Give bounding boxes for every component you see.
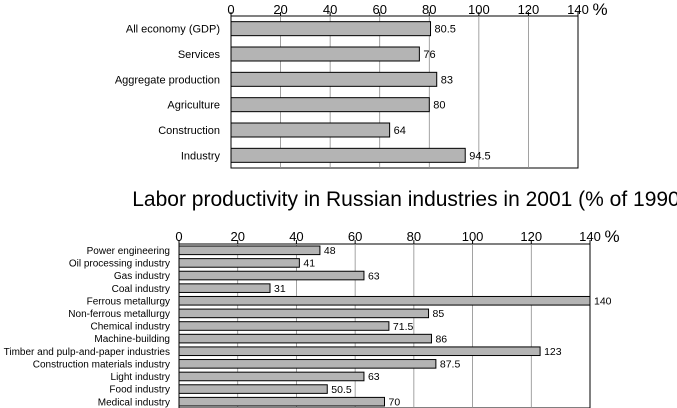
data-label: 41	[303, 258, 315, 270]
category-label: Medical industry	[98, 397, 170, 408]
category-label: Gas industry	[114, 271, 170, 282]
category-label: Aggregate production	[115, 74, 220, 86]
data-label: 64	[394, 125, 406, 137]
tick-label: 20	[230, 229, 244, 244]
data-label: 50.5	[331, 384, 352, 396]
category-label: Services	[178, 49, 221, 61]
plot-frame	[230, 15, 579, 169]
data-label: 83	[441, 74, 453, 86]
bar	[178, 321, 390, 331]
tick-label: 40	[289, 229, 303, 244]
category-label: Non-ferrous metallurgy	[68, 309, 170, 320]
data-label: 70	[389, 396, 401, 408]
chart-1: 0 20 40 60 80 100 120 140 % All economy (GDP) 80.5…	[115, 0, 608, 169]
bar	[178, 359, 437, 369]
tick-label: 100	[468, 2, 490, 17]
tick-label: 20	[273, 2, 287, 17]
category-label: Oil processing industry	[69, 259, 170, 270]
unit-label: %	[592, 0, 607, 19]
category-label: Agriculture	[167, 100, 220, 112]
category-label: Construction	[158, 125, 220, 137]
bar	[230, 71, 438, 87]
category-label: Construction materials industry	[33, 359, 170, 370]
category-label: Power engineering	[87, 246, 170, 257]
category-label: All economy (GDP)	[126, 24, 220, 36]
tick-label: 40	[323, 2, 337, 17]
bar	[178, 308, 430, 319]
tick-label: 100	[462, 229, 484, 244]
category-label: Light industry	[111, 372, 170, 383]
data-label: 63	[368, 371, 380, 383]
bar	[230, 97, 430, 113]
bar	[230, 46, 420, 62]
bar	[178, 346, 541, 357]
bar	[230, 21, 432, 37]
tick-label: 120	[520, 229, 542, 244]
data-label: 80.5	[435, 24, 456, 36]
category-label: Chemical industry	[91, 322, 170, 333]
bar	[178, 371, 365, 382]
data-label: 123	[544, 346, 562, 358]
bar	[178, 258, 300, 268]
data-label: 86	[435, 333, 447, 345]
category-label: Ferrous metallurgy	[87, 296, 170, 307]
tick-label: 140	[567, 2, 589, 17]
data-label: 76	[423, 49, 435, 61]
tick-label: 80	[407, 229, 421, 244]
data-label: 63	[368, 270, 380, 282]
category-label: Coal industry	[112, 284, 170, 295]
data-label: 48	[324, 245, 336, 257]
data-label: 80	[433, 100, 445, 112]
data-label: 71.5	[393, 321, 414, 333]
category-label: Timber and pulp-and-paper industries	[4, 347, 170, 358]
bar	[230, 147, 466, 163]
data-label: 140	[594, 296, 612, 308]
data-label: 94.5	[469, 150, 490, 162]
chart-title: Labor productivity in Russian industries…	[132, 188, 677, 211]
data-label: 31	[274, 283, 286, 295]
category-label: Machine-building	[94, 334, 170, 345]
tick-label: 60	[348, 229, 362, 244]
bar	[178, 270, 365, 281]
bar	[178, 333, 432, 344]
tick-label: 140	[579, 229, 601, 244]
tick-label: 80	[422, 2, 436, 17]
data-label: 85	[433, 308, 445, 320]
data-label: 87.5	[440, 359, 461, 371]
bar	[178, 384, 328, 394]
category-label: Industry	[181, 150, 221, 162]
tick-label: 0	[227, 2, 234, 17]
unit-label: %	[604, 227, 619, 246]
bar	[178, 396, 385, 407]
bar	[178, 295, 591, 306]
tick-label: 60	[372, 2, 386, 17]
chart-2: Labor productivity in Russian industries…	[4, 188, 677, 408]
tick-label: 120	[518, 2, 540, 17]
bar	[230, 122, 391, 138]
bar	[178, 245, 321, 256]
bar	[178, 283, 271, 293]
tick-label: 0	[175, 229, 182, 244]
category-label: Food industry	[109, 385, 170, 396]
